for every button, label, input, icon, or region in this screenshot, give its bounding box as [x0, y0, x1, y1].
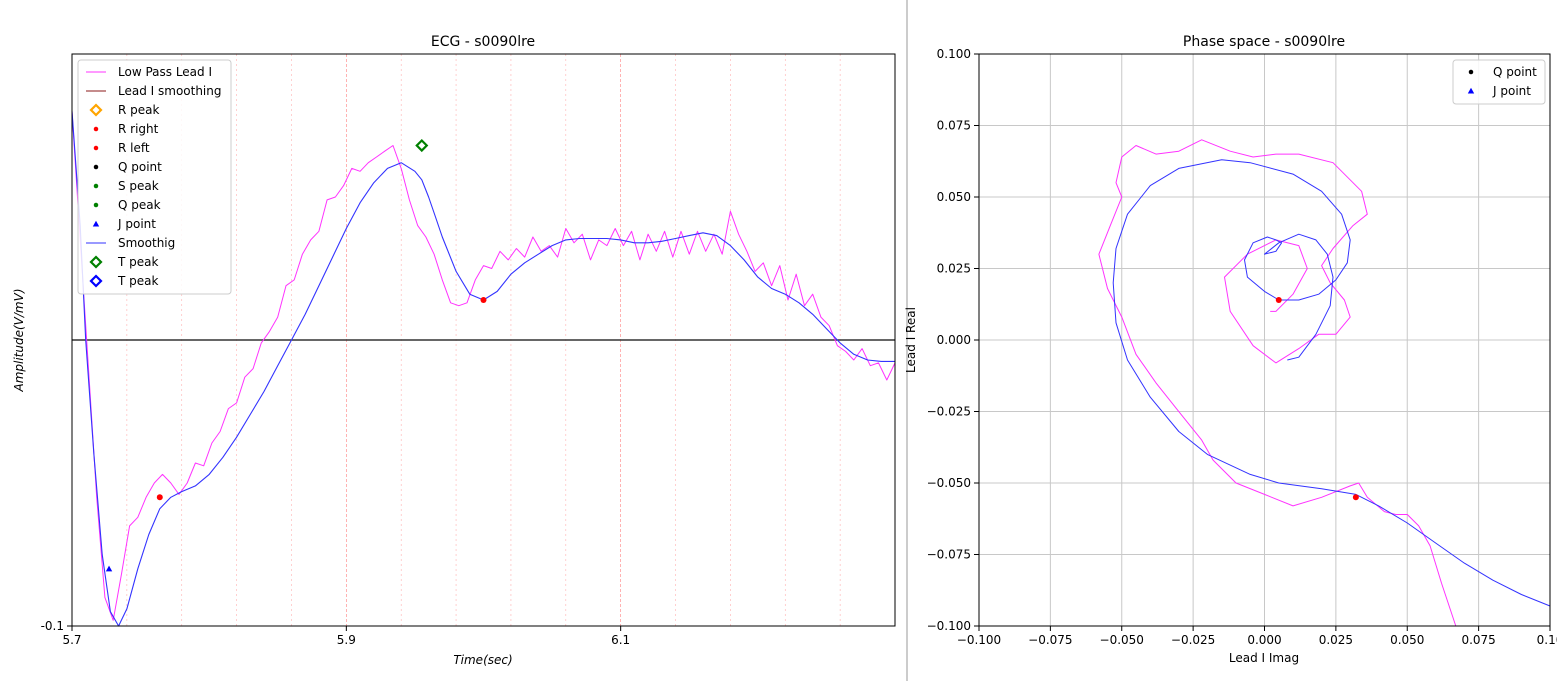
- ecg-title: ECG - s0090lre: [431, 34, 535, 50]
- ecg-marker: [480, 296, 487, 303]
- ecg-legend-entry: Q point: [118, 160, 162, 174]
- phase-legend-entry: Q point: [1493, 65, 1537, 79]
- phase-marker: [1275, 296, 1282, 303]
- phase-legend-entry: J point: [1492, 84, 1531, 98]
- phase-series-line: [1112, 159, 1551, 607]
- ecg-legend-entry: R left: [118, 141, 150, 155]
- ecg-legend-entry: R right: [118, 122, 159, 136]
- ecg-axes-frame: [71, 53, 896, 627]
- ecg-ytick-label: -0.1: [41, 619, 64, 633]
- ecg-legend-swatch: [92, 220, 100, 227]
- ecg-ylabel: Amplitude(V/mV): [12, 288, 26, 392]
- phase-xtick-label: 0.000: [1247, 633, 1281, 647]
- ecg-legend-entry: Low Pass Lead I: [118, 65, 212, 79]
- ecg-legend-entry: T peak: [117, 274, 158, 288]
- ecg-marker: [415, 138, 429, 153]
- ecg-legend: Low Pass Lead I Lead I smoothing R peak R r…: [77, 59, 232, 295]
- ecg-legend-entry: Smoothig: [118, 236, 175, 250]
- ecg-series-line: [71, 111, 895, 627]
- phase-legend: Q point J point: [1452, 59, 1546, 105]
- phase-ytick-label: −0.050: [927, 476, 971, 490]
- ecg-xtick-label: 6.1: [611, 633, 630, 647]
- phase-ytick-label: −0.025: [927, 405, 971, 419]
- ecg-xtick-label: 5.7: [62, 633, 81, 647]
- phase-ytick-label: 0.050: [937, 190, 971, 204]
- ecg-marker: [105, 565, 113, 572]
- ecg-legend-swatch: [89, 255, 103, 269]
- phase-chart: Phase space - s0090lre −0.100 −0.075 −0.05…: [904, 34, 1557, 665]
- phase-ylabel: Lead I Real: [904, 307, 918, 373]
- phase-ytick-label: −0.100: [927, 619, 971, 633]
- phase-legend-swatch: [1467, 87, 1475, 94]
- ecg-legend-swatch: [93, 183, 99, 189]
- phase-xtick-label: −0.025: [1171, 633, 1215, 647]
- phase-ytick-label: 0.075: [937, 119, 971, 133]
- ecg-legend-entry: Lead I smoothing: [118, 84, 222, 98]
- phase-ytick-label: 0.025: [937, 262, 971, 276]
- phase-ticks: −0.100 −0.075 −0.050 −0.025 0.000 0.025 0.050 0…: [927, 47, 1557, 647]
- phase-xtick-label: −0.050: [1100, 633, 1144, 647]
- ecg-legend-swatch: [89, 274, 103, 288]
- ecg-marker: [156, 494, 163, 501]
- ecg-plot-area: [71, 111, 896, 627]
- ecg-legend-entry: T peak: [117, 255, 158, 269]
- phase-ytick-label: −0.075: [927, 548, 971, 562]
- phase-ytick-label: 0.000: [937, 333, 971, 347]
- ecg-xlabel: Time(sec): [453, 653, 512, 667]
- ecg-legend-swatch: [93, 126, 99, 132]
- phase-legend-box: [1452, 59, 1546, 105]
- ecg-ticks: 5.7 5.9 6.1 -0.1: [41, 619, 631, 647]
- ecg-legend-box: [77, 59, 232, 295]
- ecg-chart: ECG - s0090lre 5.7 5.9 6.1 -0.1 Time(sec) A…: [12, 34, 896, 667]
- phase-xtick-label: −0.100: [957, 633, 1001, 647]
- ecg-series-line: [71, 111, 896, 621]
- ecg-legend-entry: R peak: [118, 103, 160, 117]
- phase-xtick-label: 0.050: [1390, 633, 1424, 647]
- phase-plot-area: [1098, 139, 1551, 627]
- ecg-legend-swatch: [89, 103, 103, 117]
- phase-xtick-label: 0.075: [1461, 633, 1495, 647]
- phase-ytick-label: 0.100: [937, 47, 971, 61]
- ecg-legend-entry: S peak: [118, 179, 159, 193]
- ecg-xtick-label: 5.9: [337, 633, 356, 647]
- ecg-legend-entry: Q peak: [118, 198, 161, 212]
- ecg-legend-swatch: [93, 202, 99, 208]
- phase-series-line: [1098, 139, 1457, 627]
- phase-xtick-label: 0.10: [1537, 633, 1557, 647]
- ecg-legend-swatch: [93, 145, 99, 151]
- ecg-legend-entry: J point: [117, 217, 156, 231]
- phase-xlabel: Lead I Imag: [1229, 651, 1299, 665]
- phase-title: Phase space - s0090lre: [1183, 34, 1345, 50]
- phase-xtick-label: 0.025: [1319, 633, 1353, 647]
- ecg-legend-swatch: [93, 164, 99, 170]
- phase-xtick-label: −0.075: [1028, 633, 1072, 647]
- phase-marker: [1352, 494, 1359, 501]
- phase-grid: [978, 53, 1551, 627]
- phase-legend-swatch: [1468, 69, 1474, 75]
